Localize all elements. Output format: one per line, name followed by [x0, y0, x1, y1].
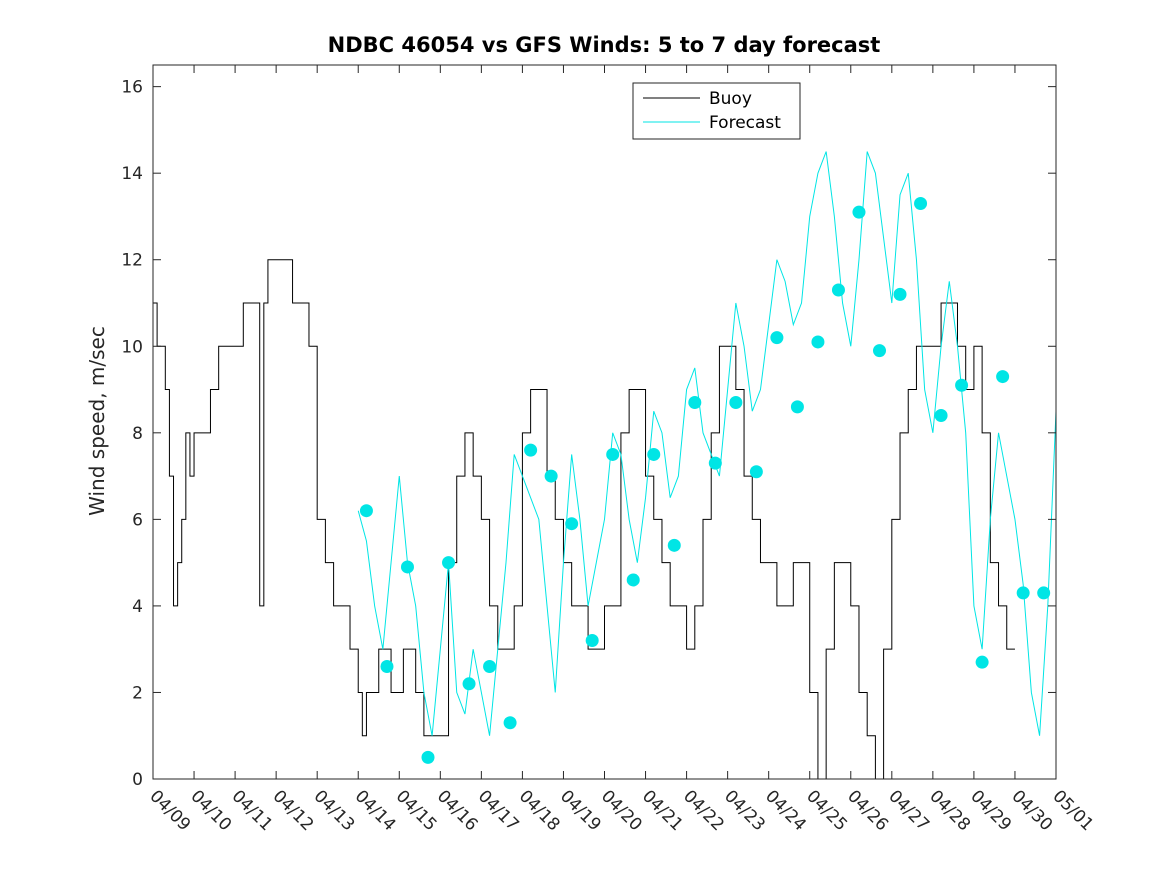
forecast-marker [914, 196, 928, 210]
forecast-marker [996, 370, 1010, 384]
forecast-marker [749, 465, 763, 479]
forecast-series-line [357, 151, 1057, 736]
legend: Buoy Forecast [632, 82, 801, 140]
forecast-marker [483, 659, 497, 673]
marker-layer [359, 196, 1051, 764]
forecast-marker [873, 344, 887, 358]
y-tick-label: 0 [132, 770, 143, 790]
y-tick-label: 8 [132, 424, 143, 444]
forecast-marker [626, 573, 640, 587]
forecast-marker [688, 396, 702, 410]
y-tick-label: 14 [121, 164, 143, 184]
legend-label-buoy: Buoy [709, 89, 752, 109]
y-axis-label: Wind speed, m/sec [85, 326, 109, 516]
y-tick-label: 4 [132, 597, 143, 617]
forecast-marker [811, 335, 825, 349]
forecast-marker [421, 750, 435, 764]
y-tick-label: 6 [132, 510, 143, 530]
forecast-marker [1037, 586, 1051, 600]
forecast-marker [380, 659, 394, 673]
forecast-marker [606, 447, 620, 461]
forecast-marker [647, 447, 661, 461]
forecast-marker [585, 634, 599, 648]
forecast-marker [729, 396, 743, 410]
forecast-marker [852, 205, 866, 219]
forecast-marker [524, 443, 538, 457]
y-tick-label: 10 [121, 337, 143, 357]
forecast-marker [359, 504, 373, 518]
forecast-marker [400, 560, 414, 574]
forecast-marker [1016, 586, 1030, 600]
plot-area [153, 65, 1056, 779]
forecast-marker [544, 469, 558, 483]
chart-title: NDBC 46054 vs GFS Winds: 5 to 7 day fore… [328, 33, 881, 57]
forecast-marker [770, 331, 784, 345]
legend-box [632, 82, 801, 140]
y-tick-label: 16 [121, 78, 143, 98]
forecast-marker [667, 538, 681, 552]
y-tick-label: 12 [121, 251, 143, 271]
forecast-marker [462, 677, 476, 691]
forecast-marker [503, 716, 517, 730]
forecast-marker [442, 556, 456, 570]
forecast-marker [565, 517, 579, 531]
forecast-marker [790, 400, 804, 414]
forecast-marker [934, 409, 948, 423]
forecast-marker [831, 283, 845, 297]
legend-label-forecast: Forecast [709, 113, 781, 133]
y-axis: 0 2 4 6 8 10 12 14 16 [121, 78, 1056, 790]
forecast-marker [975, 655, 989, 669]
forecast-marker [708, 456, 722, 470]
forecast-marker [893, 287, 907, 301]
y-tick-label: 2 [132, 683, 143, 703]
forecast-marker [955, 378, 969, 392]
